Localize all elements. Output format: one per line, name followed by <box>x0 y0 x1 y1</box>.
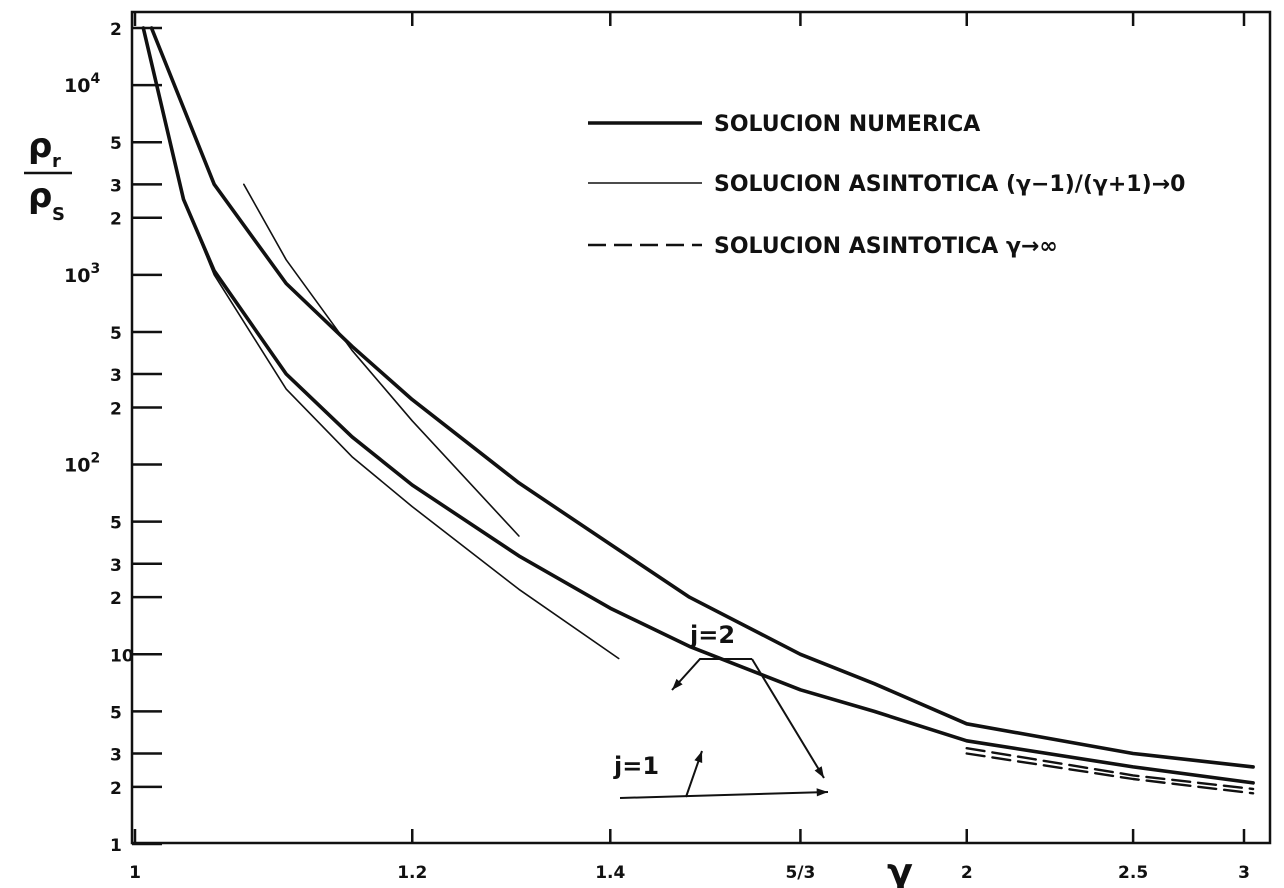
x-tick-label: 1.2 <box>397 863 427 883</box>
annotation-label: j=2 <box>689 621 735 649</box>
y-label-denominator: ρ <box>28 176 52 216</box>
j1-leader-up-head <box>694 751 703 763</box>
series-line-thick <box>149 26 1255 769</box>
y-tick-label: 5 <box>110 514 122 534</box>
j2-leader-right-head <box>814 766 824 778</box>
series-line-thin <box>142 27 620 660</box>
y-tick-label: 2 <box>110 779 122 799</box>
legend-label: SOLUCION ASINTOTICA γ→∞ <box>714 234 1058 259</box>
legend-label: SOLUCION ASINTOTICA (γ−1)/(γ+1)→0 <box>714 172 1185 197</box>
x-tick-label: 5/3 <box>785 863 815 883</box>
series-line-dashed <box>965 752 1255 795</box>
legend-label: SOLUCION NUMERICA <box>714 112 980 137</box>
j2-leader-right <box>751 658 825 779</box>
y-tick-label-exponent: 2 <box>90 451 100 467</box>
y-label-numerator-subscript: r <box>52 151 61 172</box>
x-tick-label: 2 <box>961 863 973 883</box>
y-tick-label: 3 <box>110 745 122 765</box>
y-tick-label: 3 <box>110 556 122 576</box>
j2-leader-left-head <box>672 678 683 690</box>
y-tick-label: 2 <box>110 589 122 609</box>
x-tick-label: 1.4 <box>595 863 625 883</box>
y-tick-label: 2 <box>110 399 122 419</box>
plot-frame <box>130 10 1272 845</box>
j1-leader-right <box>619 791 829 799</box>
y-tick-label-exponent: 3 <box>90 261 100 277</box>
y-label-numerator: ρ <box>28 126 52 166</box>
y-tick-label: 2 <box>110 210 122 230</box>
annotations: j=2 j=1 <box>613 621 829 799</box>
series-line-thin <box>243 183 520 537</box>
plot-curves <box>141 26 1255 795</box>
y-tick-label: 10 <box>110 646 134 666</box>
y-tick-label: 1 <box>110 836 122 856</box>
legend: SOLUCION NUMERICA SOLUCION ASINTOTICA (γ−… <box>588 112 1185 259</box>
y-tick-label: 5 <box>110 703 122 723</box>
x-tick-label: 1 <box>129 863 141 883</box>
y-tick-label: 3 <box>110 176 122 196</box>
j2-leader-left <box>671 658 752 691</box>
x-tick-label: 3 <box>1238 863 1250 883</box>
y-tick-label: 2 <box>110 20 122 40</box>
x-axis-label: γ <box>887 850 913 888</box>
x-tick-label: 2.5 <box>1118 863 1148 883</box>
y-tick-label: 5 <box>110 134 122 154</box>
series-line-dashed <box>965 747 1255 791</box>
y-label-denominator-subscript: S <box>52 204 65 225</box>
y-tick-label: 5 <box>110 324 122 344</box>
plot-border <box>130 10 1272 845</box>
annotation-label: j=1 <box>613 752 659 780</box>
series-line-thick <box>141 26 1255 785</box>
j1-leader-right-head <box>816 788 828 797</box>
y-tick-label-exponent: 4 <box>90 71 100 87</box>
x-axis: 1 1.2 1.4 5/3 2 2.5 3 <box>129 12 1250 883</box>
y-tick-label: 3 <box>110 366 122 386</box>
y-axis-label: ρ r ρ S <box>24 126 72 225</box>
